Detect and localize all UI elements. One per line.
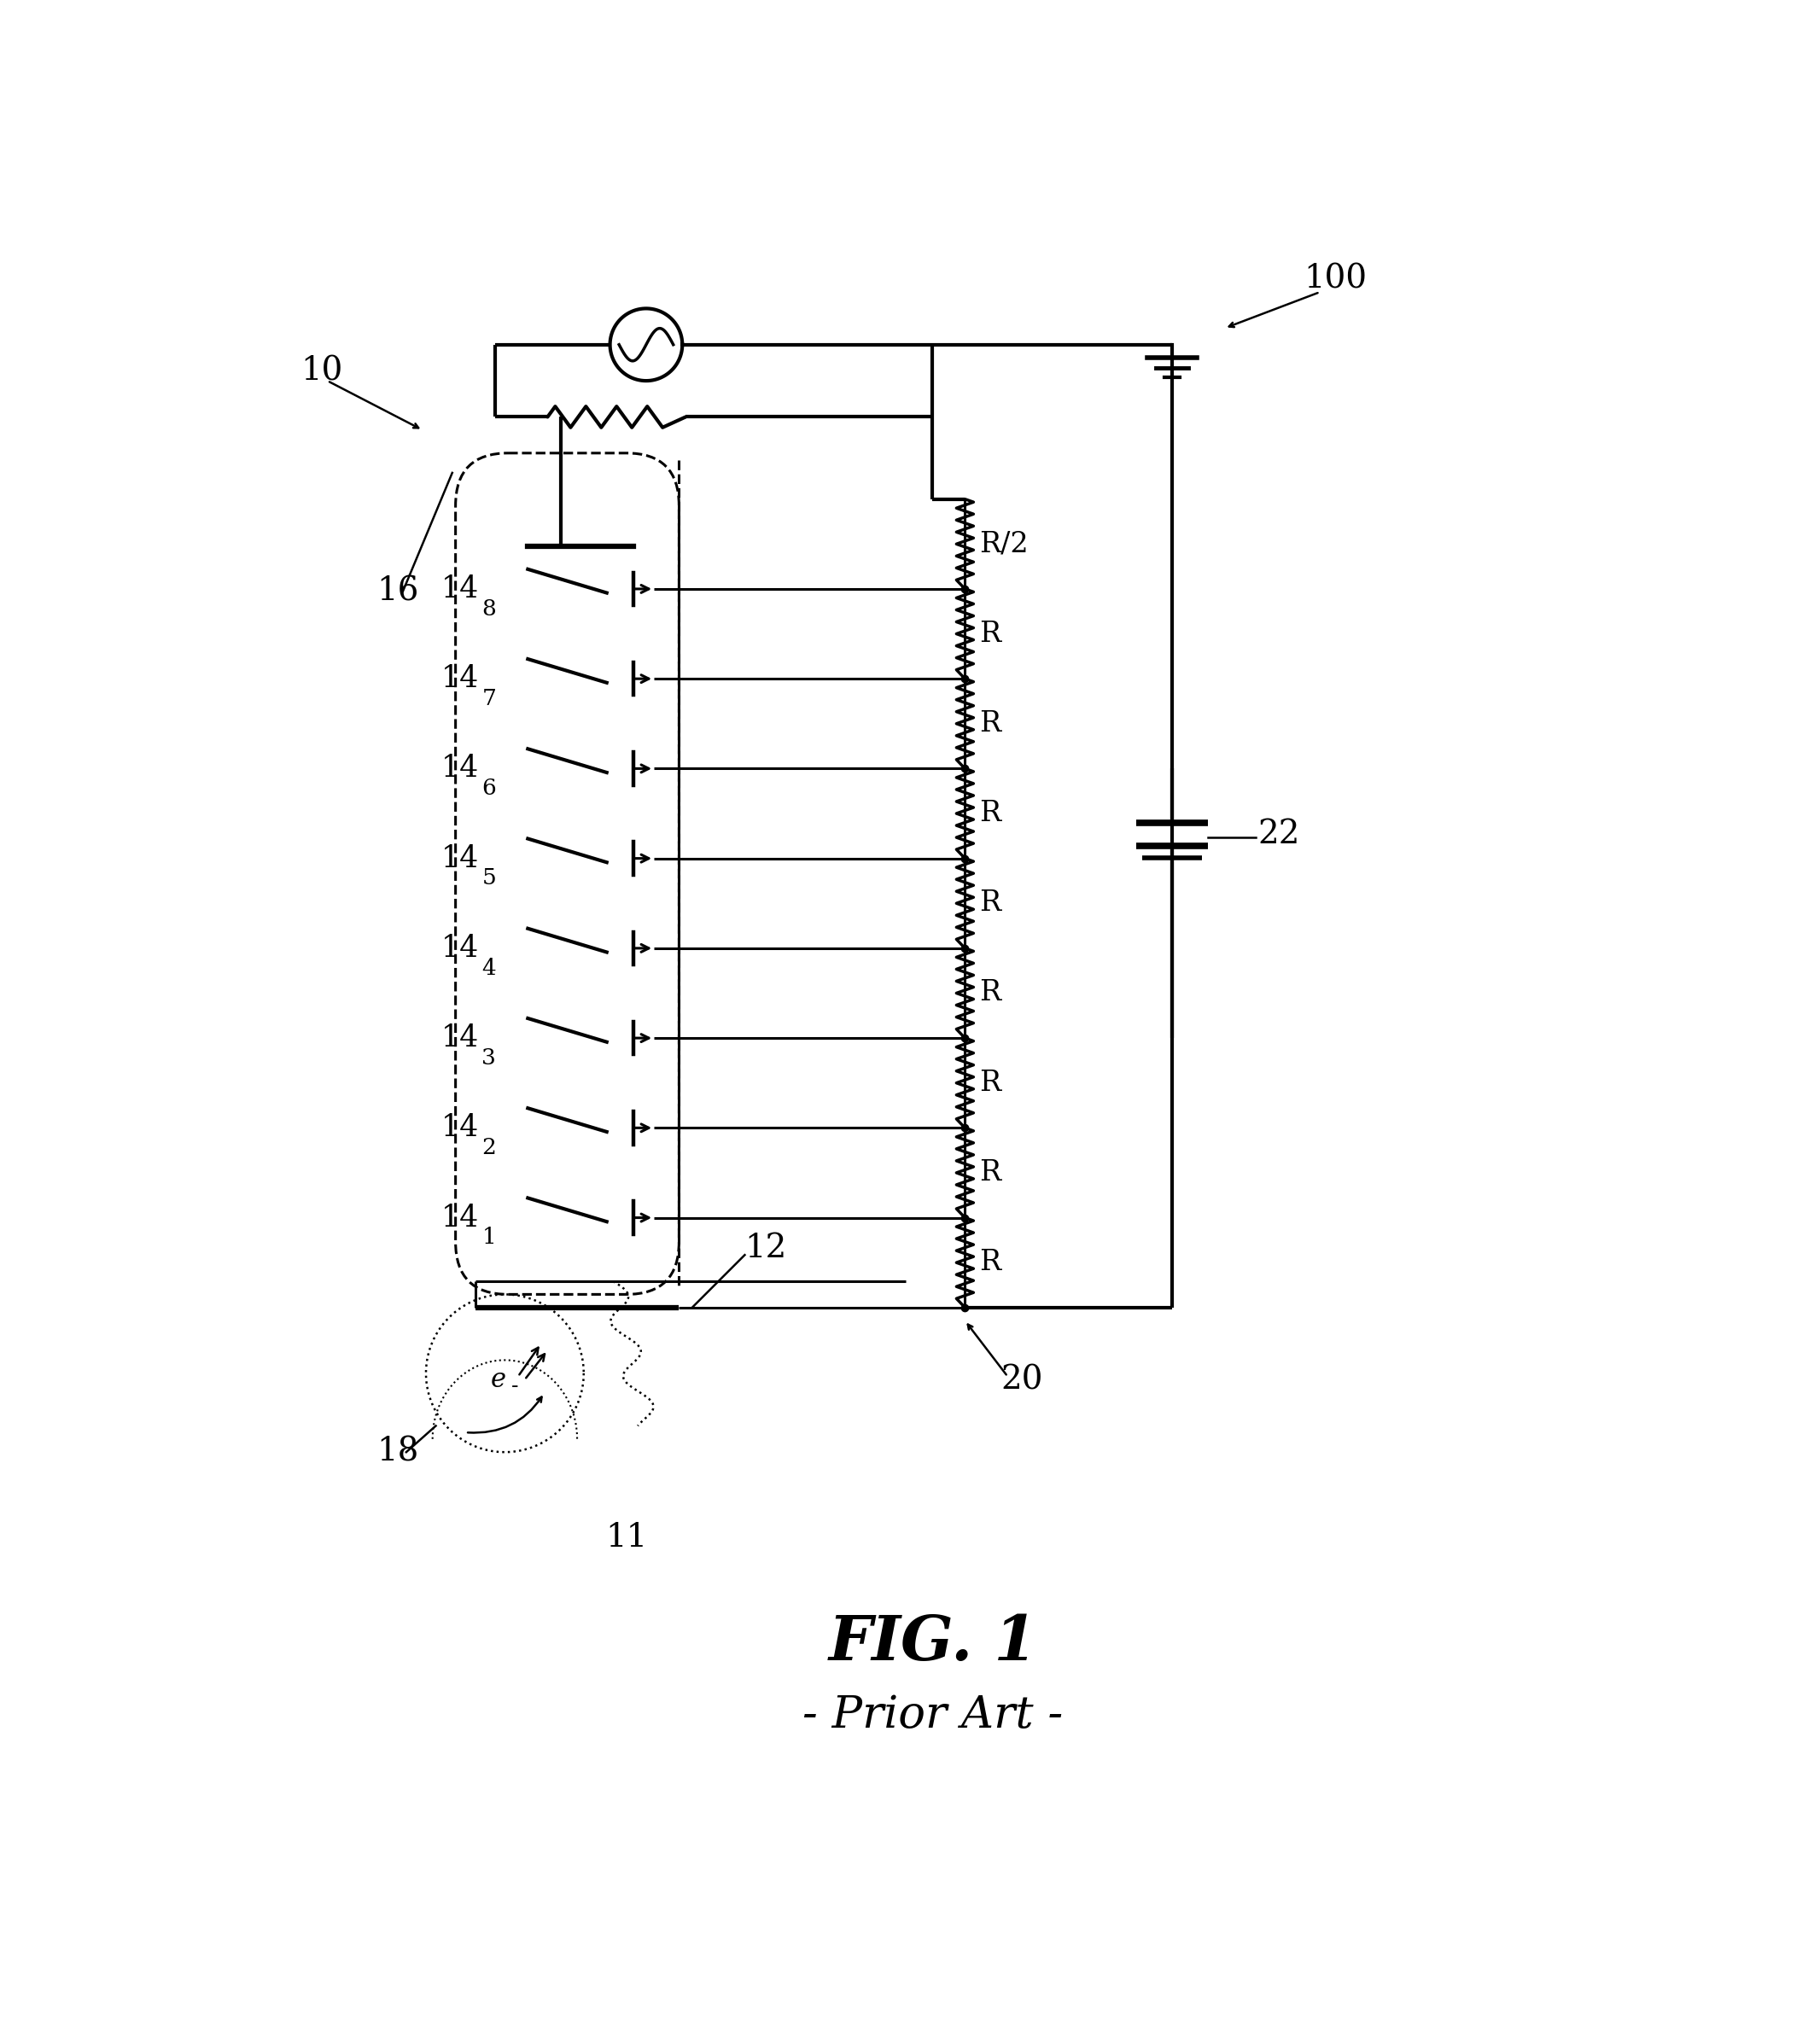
Text: 18: 18 xyxy=(377,1436,419,1469)
Text: R: R xyxy=(979,1248,1001,1277)
Text: 14: 14 xyxy=(440,1024,479,1052)
Text: 14: 14 xyxy=(440,755,479,783)
Text: R: R xyxy=(979,1070,1001,1096)
Text: 20: 20 xyxy=(1001,1364,1043,1396)
Text: 16: 16 xyxy=(377,575,419,607)
Text: 14: 14 xyxy=(440,575,479,603)
Text: R: R xyxy=(979,890,1001,916)
Text: FIG. 1: FIG. 1 xyxy=(828,1612,1037,1673)
Text: 5: 5 xyxy=(482,868,497,888)
Text: e: e xyxy=(491,1368,506,1394)
Text: 3: 3 xyxy=(482,1048,497,1068)
Text: -: - xyxy=(511,1376,519,1396)
Text: R/2: R/2 xyxy=(979,530,1028,558)
Text: 12: 12 xyxy=(744,1232,786,1264)
Text: 14: 14 xyxy=(440,844,479,872)
Text: R: R xyxy=(979,979,1001,1007)
Text: 6: 6 xyxy=(482,777,497,799)
Text: R: R xyxy=(979,710,1001,736)
Text: 8: 8 xyxy=(482,599,497,619)
Text: 14: 14 xyxy=(440,1113,479,1143)
Text: 4: 4 xyxy=(482,957,497,979)
Text: R: R xyxy=(979,621,1001,647)
Text: 1: 1 xyxy=(482,1226,497,1248)
Text: - Prior Art -: - Prior Art - xyxy=(803,1693,1063,1738)
Text: R: R xyxy=(979,799,1001,827)
Text: 10: 10 xyxy=(300,356,344,386)
Text: 11: 11 xyxy=(606,1521,648,1554)
Text: 14: 14 xyxy=(440,664,479,694)
Text: R: R xyxy=(979,1159,1001,1185)
Text: 2: 2 xyxy=(482,1137,497,1159)
Text: 100: 100 xyxy=(1303,263,1367,295)
Text: 7: 7 xyxy=(482,688,497,710)
Text: 14: 14 xyxy=(440,935,479,963)
Text: 22: 22 xyxy=(1258,819,1299,850)
Text: 14: 14 xyxy=(440,1204,479,1232)
